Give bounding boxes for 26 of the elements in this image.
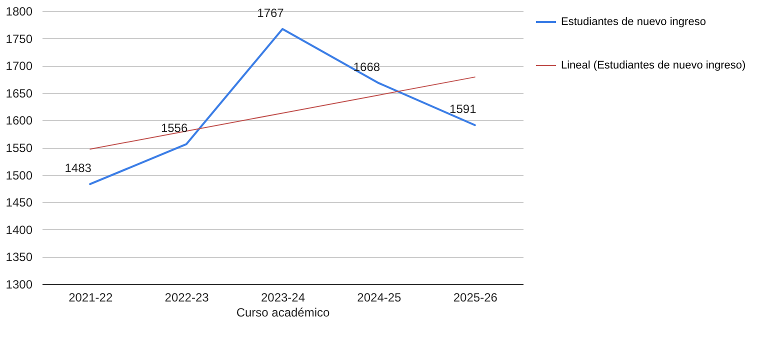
x-tick-label: 2023-24 <box>260 290 306 304</box>
y-tick-label: 1300 <box>6 278 33 292</box>
x-axis-title: Curso académico <box>236 306 330 320</box>
y-tick-label: 1400 <box>6 222 33 237</box>
x-tick-label: 2024-25 <box>357 290 402 304</box>
line-series <box>90 76 476 150</box>
data-label: 1483 <box>64 161 92 176</box>
x-tick-label: 2025-26 <box>453 290 498 304</box>
y-tick-label: 1700 <box>6 59 33 74</box>
y-tick-label: 1750 <box>6 32 33 46</box>
legend-label: Lineal (Estudiantes de nuevo ingreso) <box>561 60 746 72</box>
y-tick-label: 1450 <box>6 196 33 210</box>
data-label: 1668 <box>353 60 380 74</box>
data-label: 1556 <box>160 121 188 136</box>
y-tick-label: 1600 <box>6 114 33 128</box>
x-tick-label: 2021-22 <box>68 290 113 304</box>
x-tick-label: 2022-23 <box>164 290 210 304</box>
y-tick-label: 1800 <box>6 4 33 18</box>
y-tick-label: 1350 <box>6 250 33 264</box>
line-series <box>89 28 476 186</box>
y-tick-label: 1650 <box>6 86 33 100</box>
data-label: 1591 <box>450 102 477 116</box>
y-tick-label: 1500 <box>6 168 33 182</box>
y-tick-label: 1550 <box>6 141 33 155</box>
data-label: 1767 <box>257 6 284 20</box>
legend-label: Estudiantes de nuevo ingreso <box>561 16 706 28</box>
